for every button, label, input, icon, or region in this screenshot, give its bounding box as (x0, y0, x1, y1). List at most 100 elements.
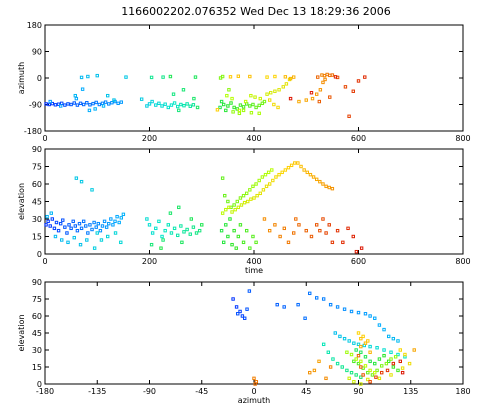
data-point (335, 228, 340, 233)
data-point (236, 205, 241, 210)
data-point (231, 110, 235, 114)
data-point (254, 105, 258, 110)
data-point (75, 103, 80, 107)
x-tick-label: 180 (455, 387, 470, 396)
data-point (251, 184, 255, 189)
data-point (242, 200, 247, 205)
y-tick-label: 90 (32, 48, 42, 57)
data-point (163, 102, 167, 106)
data-point (236, 312, 240, 316)
data-point (94, 100, 98, 105)
x-tick-label: 400 (246, 257, 261, 266)
data-point (100, 224, 105, 228)
data-point (188, 104, 192, 108)
data-point (288, 96, 293, 101)
data-point (220, 211, 225, 215)
data-point (161, 75, 165, 79)
data-point (48, 224, 52, 228)
data-point (352, 380, 356, 384)
data-point (315, 296, 319, 300)
data-point (149, 75, 154, 80)
data-point (79, 179, 84, 184)
data-point (166, 223, 171, 227)
data-point (179, 224, 183, 228)
data-point (74, 96, 79, 101)
data-point (321, 342, 326, 347)
data-point (304, 98, 308, 102)
data-point (267, 98, 272, 102)
data-point (356, 310, 361, 315)
data-point (92, 220, 96, 225)
x-tick-label: 0 (251, 387, 256, 396)
data-point (263, 172, 268, 177)
y-tick-label: 15 (32, 363, 42, 372)
data-point (78, 242, 83, 247)
x-tick-label: 200 (142, 257, 157, 266)
data-point (292, 231, 296, 235)
data-point (342, 307, 347, 311)
x-tick-label: 45 (301, 387, 311, 396)
data-point (63, 225, 67, 229)
data-point (286, 165, 291, 170)
data-point (119, 100, 123, 104)
data-point (113, 219, 117, 224)
data-point (176, 104, 180, 109)
x-tick-label: 135 (403, 387, 418, 396)
data-point (254, 240, 258, 245)
data-point (366, 370, 370, 375)
data-point (79, 75, 84, 80)
data-point (223, 193, 227, 198)
data-point (273, 74, 277, 79)
data-point (286, 240, 291, 245)
y-axis-label: azimuth (17, 62, 26, 94)
data-point (75, 228, 80, 233)
data-point (124, 75, 128, 79)
data-point (257, 111, 261, 116)
data-point (119, 240, 123, 245)
data-point (359, 365, 363, 369)
data-point (249, 111, 254, 115)
x-tick-label: 0 (42, 257, 47, 266)
data-point (169, 231, 174, 235)
data-point (224, 207, 228, 212)
data-point (326, 350, 331, 354)
data-point (191, 103, 196, 107)
x-tick-label: 600 (351, 134, 366, 143)
data-point (245, 307, 249, 311)
data-point (281, 85, 285, 89)
data-point (185, 102, 189, 106)
data-point (330, 186, 335, 191)
data-point (354, 357, 358, 361)
data-point (297, 223, 301, 227)
data-point (248, 74, 252, 79)
data-point (341, 240, 345, 245)
data-point (115, 214, 119, 219)
data-point (349, 352, 354, 357)
data-point (102, 219, 107, 224)
data-point (247, 289, 252, 293)
data-point (335, 361, 340, 366)
data-point (107, 102, 111, 106)
data-point (282, 226, 287, 231)
data-point (249, 93, 253, 98)
data-point (150, 99, 154, 104)
data-point (45, 214, 49, 219)
data-point (267, 182, 272, 186)
data-point (154, 103, 158, 107)
data-point (412, 348, 416, 352)
x-tick-label: 90 (353, 387, 363, 396)
data-point (230, 242, 234, 247)
data-point (93, 107, 97, 111)
data-point (80, 87, 85, 91)
data-point (228, 217, 232, 221)
data-point (273, 89, 277, 93)
data-point (389, 373, 393, 377)
y-tick-label: 60 (32, 180, 42, 189)
data-point (382, 348, 386, 352)
data-point (346, 226, 350, 231)
data-point (106, 93, 110, 98)
data-point (309, 234, 314, 239)
data-point (324, 184, 328, 189)
data-point (237, 108, 242, 113)
data-point (235, 199, 239, 204)
